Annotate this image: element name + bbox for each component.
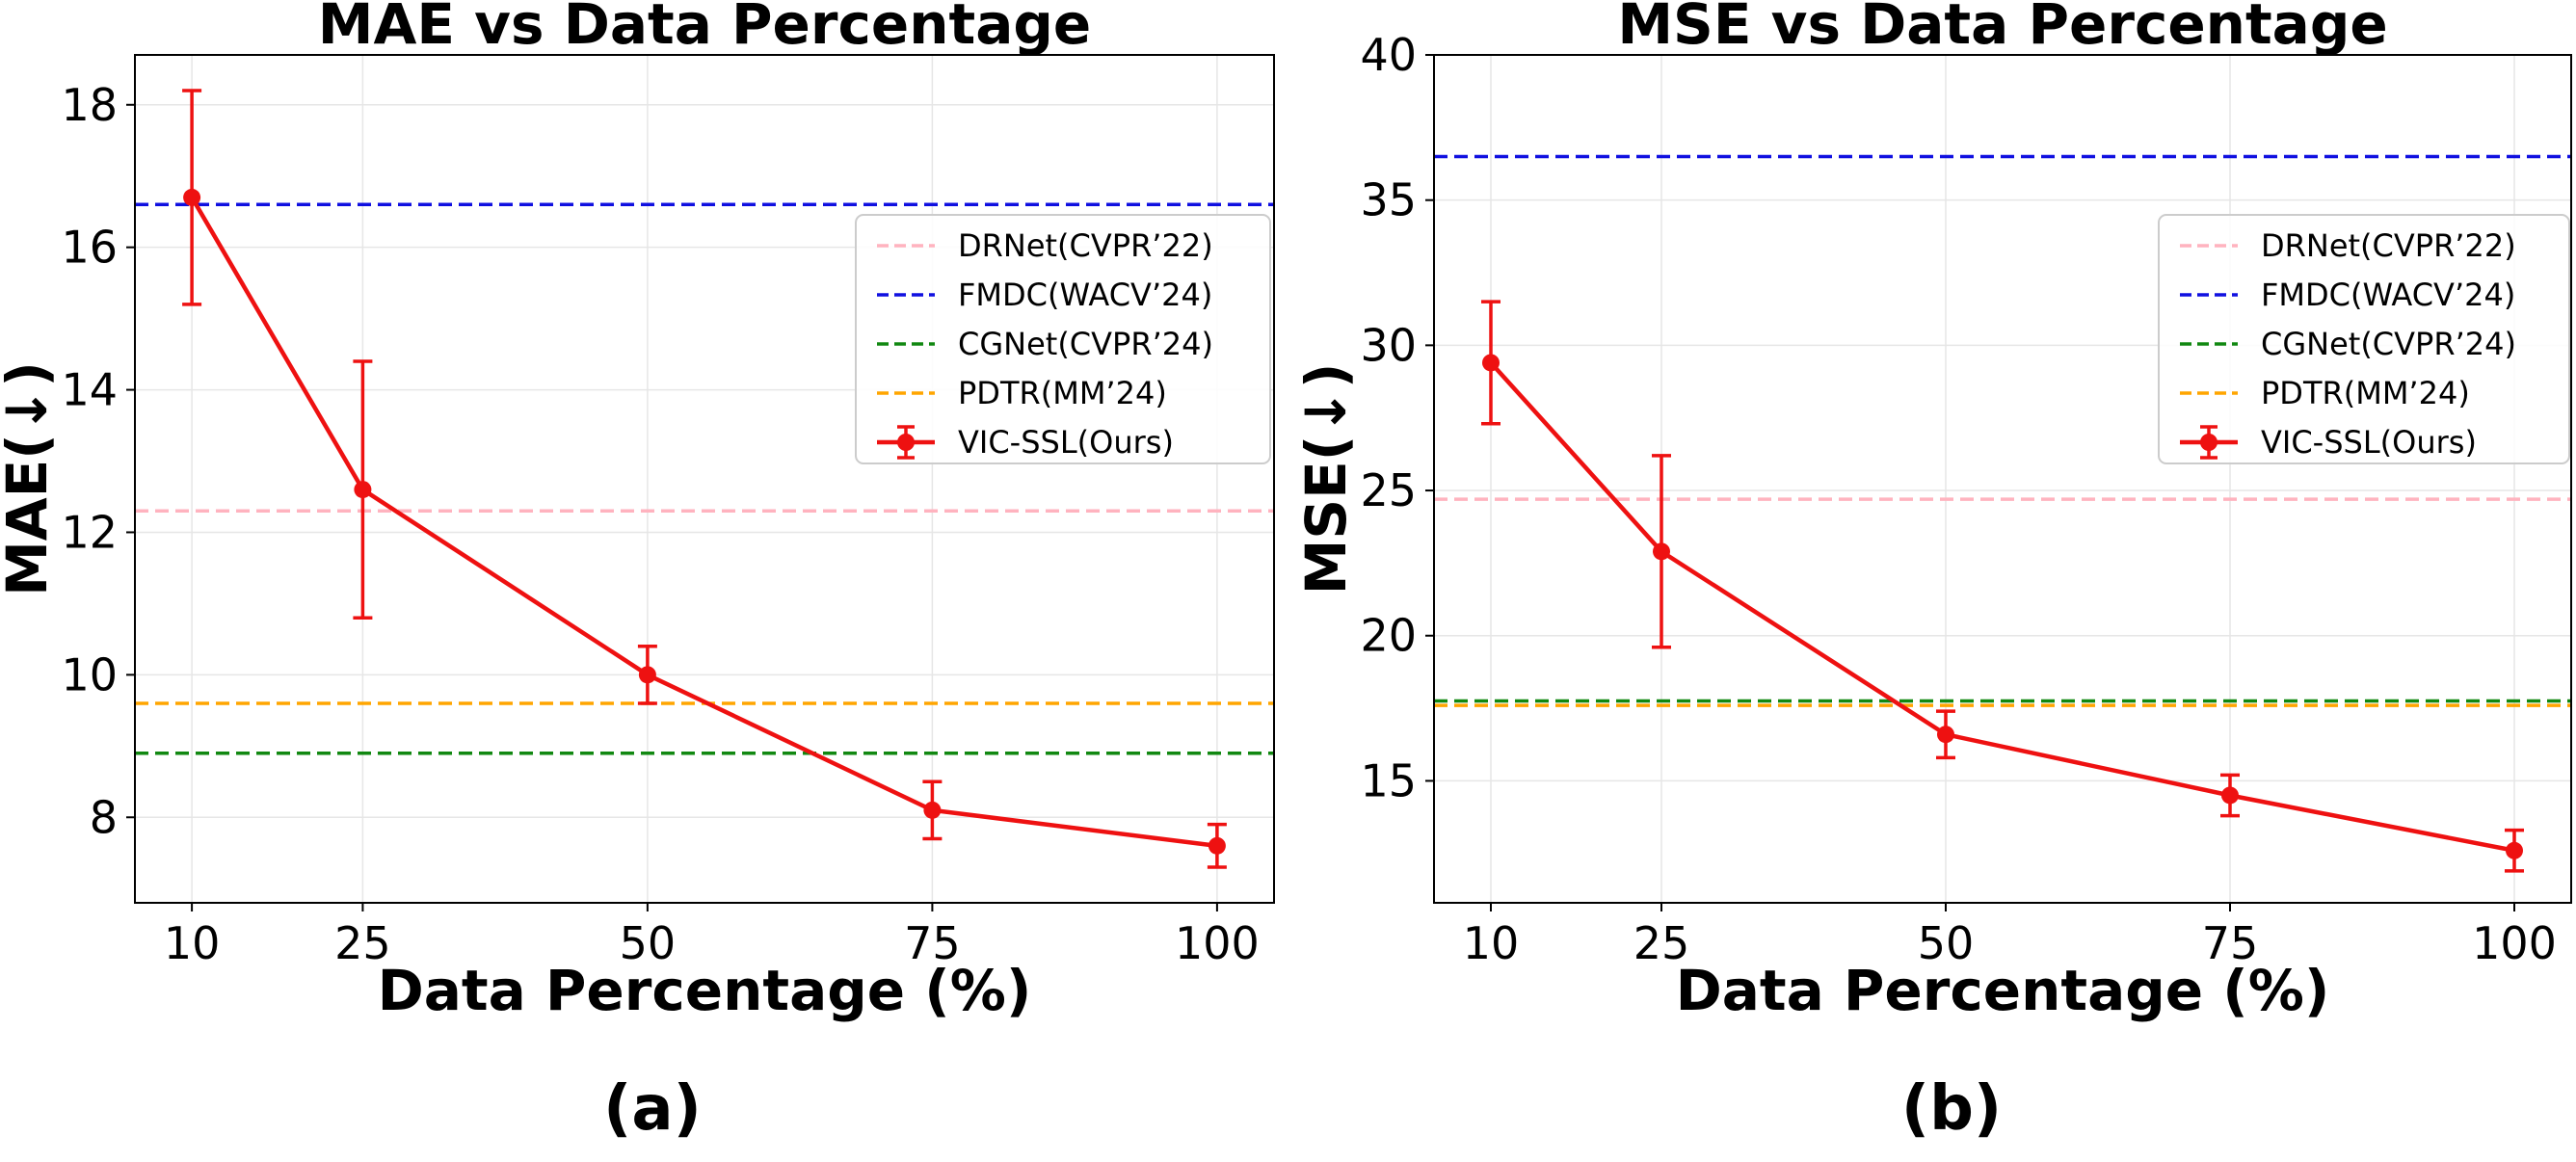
x-tick-label: 25 [1633, 917, 1690, 969]
data-point [1937, 726, 1954, 744]
panel-b: 10 25 50 75 100 15 20 25 30 35 40 MSE vs Data Perce… [1293, 0, 2572, 1145]
legend-item: VIC-SSL(Ours) [2180, 424, 2477, 461]
panel-a: 10 25 50 75 100 8 10 12 14 16 18 MAE vs Data Percen… [0, 0, 1275, 1145]
panel-caption: (b) [1901, 1073, 2002, 1145]
legend-label: DRNet(CVPR’22) [958, 227, 1213, 264]
x-tick-label: 10 [164, 917, 221, 969]
legend-item: VIC-SSL(Ours) [877, 424, 1174, 461]
x-tick-label: 75 [904, 917, 961, 969]
y-tick-label: 10 [61, 648, 118, 700]
x-axis-label: Data Percentage (%) [378, 958, 1032, 1023]
y-tick-label: 25 [1360, 464, 1417, 516]
plot-frame [134, 54, 1275, 904]
y-axis-label: MAE(↓) [0, 361, 60, 596]
plot-frame [1433, 54, 2572, 904]
y-tick-label: 30 [1360, 319, 1417, 371]
data-point [2221, 786, 2239, 805]
legend-label: PDTR(MM’24) [958, 375, 1167, 411]
chart-title: MSE vs Data Percentage [1617, 0, 2387, 57]
y-tick-label: 18 [61, 79, 118, 131]
legend-label: CGNet(CVPR’24) [958, 326, 1213, 362]
legend-box [2158, 214, 2570, 464]
legend: DRNet(CVPR’22) FMDC(WACV’24) CGNet(CVPR’24… [855, 214, 1271, 464]
y-tick-label: 8 [90, 791, 118, 843]
legend-label: FMDC(WACV’24) [2261, 277, 2515, 313]
y-axis-label: MSE(↓) [1293, 363, 1359, 595]
x-tick-label: 10 [1463, 917, 1520, 969]
legend-item: CGNet(CVPR’24) [877, 326, 1213, 362]
legend-item: CGNet(CVPR’24) [2180, 326, 2516, 362]
legend-item: PDTR(MM’24) [877, 375, 1167, 411]
legend-label: CGNet(CVPR’24) [2261, 326, 2516, 362]
legend: DRNet(CVPR’22) FMDC(WACV’24) CGNet(CVPR’24… [2158, 214, 2570, 464]
legend-label: VIC-SSL(Ours) [2261, 424, 2477, 461]
legend-item: FMDC(WACV’24) [2180, 277, 2515, 313]
panel-caption: (a) [603, 1073, 702, 1145]
y-tick-label: 14 [61, 364, 118, 416]
legend-item: PDTR(MM’24) [2180, 375, 2470, 411]
legend-item: DRNet(CVPR’22) [877, 227, 1213, 264]
data-point [1653, 542, 1670, 561]
y-tick-label: 16 [61, 222, 118, 274]
data-point [638, 666, 656, 684]
data-point [923, 801, 942, 819]
legend-box [855, 214, 1271, 464]
y-tick-label: 12 [61, 506, 118, 558]
legend-label: PDTR(MM’24) [2261, 375, 2470, 411]
gridlines [1434, 54, 2571, 903]
chart-title: MAE vs Data Percentage [318, 0, 1091, 57]
x-tick-label: 25 [334, 917, 391, 969]
x-tick-label: 75 [2202, 917, 2259, 969]
legend-swatch [2180, 425, 2238, 460]
gridlines [135, 55, 1274, 903]
data-point [1208, 836, 1226, 855]
y-tick-label: 35 [1360, 174, 1417, 226]
legend-label: FMDC(WACV’24) [958, 277, 1212, 313]
legend-item: FMDC(WACV’24) [877, 277, 1212, 313]
y-tick-label: 15 [1360, 754, 1417, 806]
data-point [354, 481, 372, 499]
data-point [1482, 354, 1500, 372]
x-tick-label: 100 [1175, 917, 1260, 969]
y-tick-label: 20 [1360, 610, 1417, 662]
y-tick-label: 40 [1360, 29, 1417, 81]
legend-label: DRNet(CVPR’22) [2261, 227, 2516, 264]
data-point [2506, 841, 2523, 859]
legend-label: VIC-SSL(Ours) [958, 424, 1174, 461]
legend-swatch [877, 425, 935, 460]
x-tick-label: 50 [620, 917, 677, 969]
legend-item: DRNet(CVPR’22) [2180, 227, 2516, 264]
x-tick-label: 100 [2472, 917, 2557, 969]
x-axis-label: Data Percentage (%) [1676, 958, 2330, 1023]
data-point [183, 188, 201, 206]
x-tick-label: 50 [1918, 917, 1975, 969]
